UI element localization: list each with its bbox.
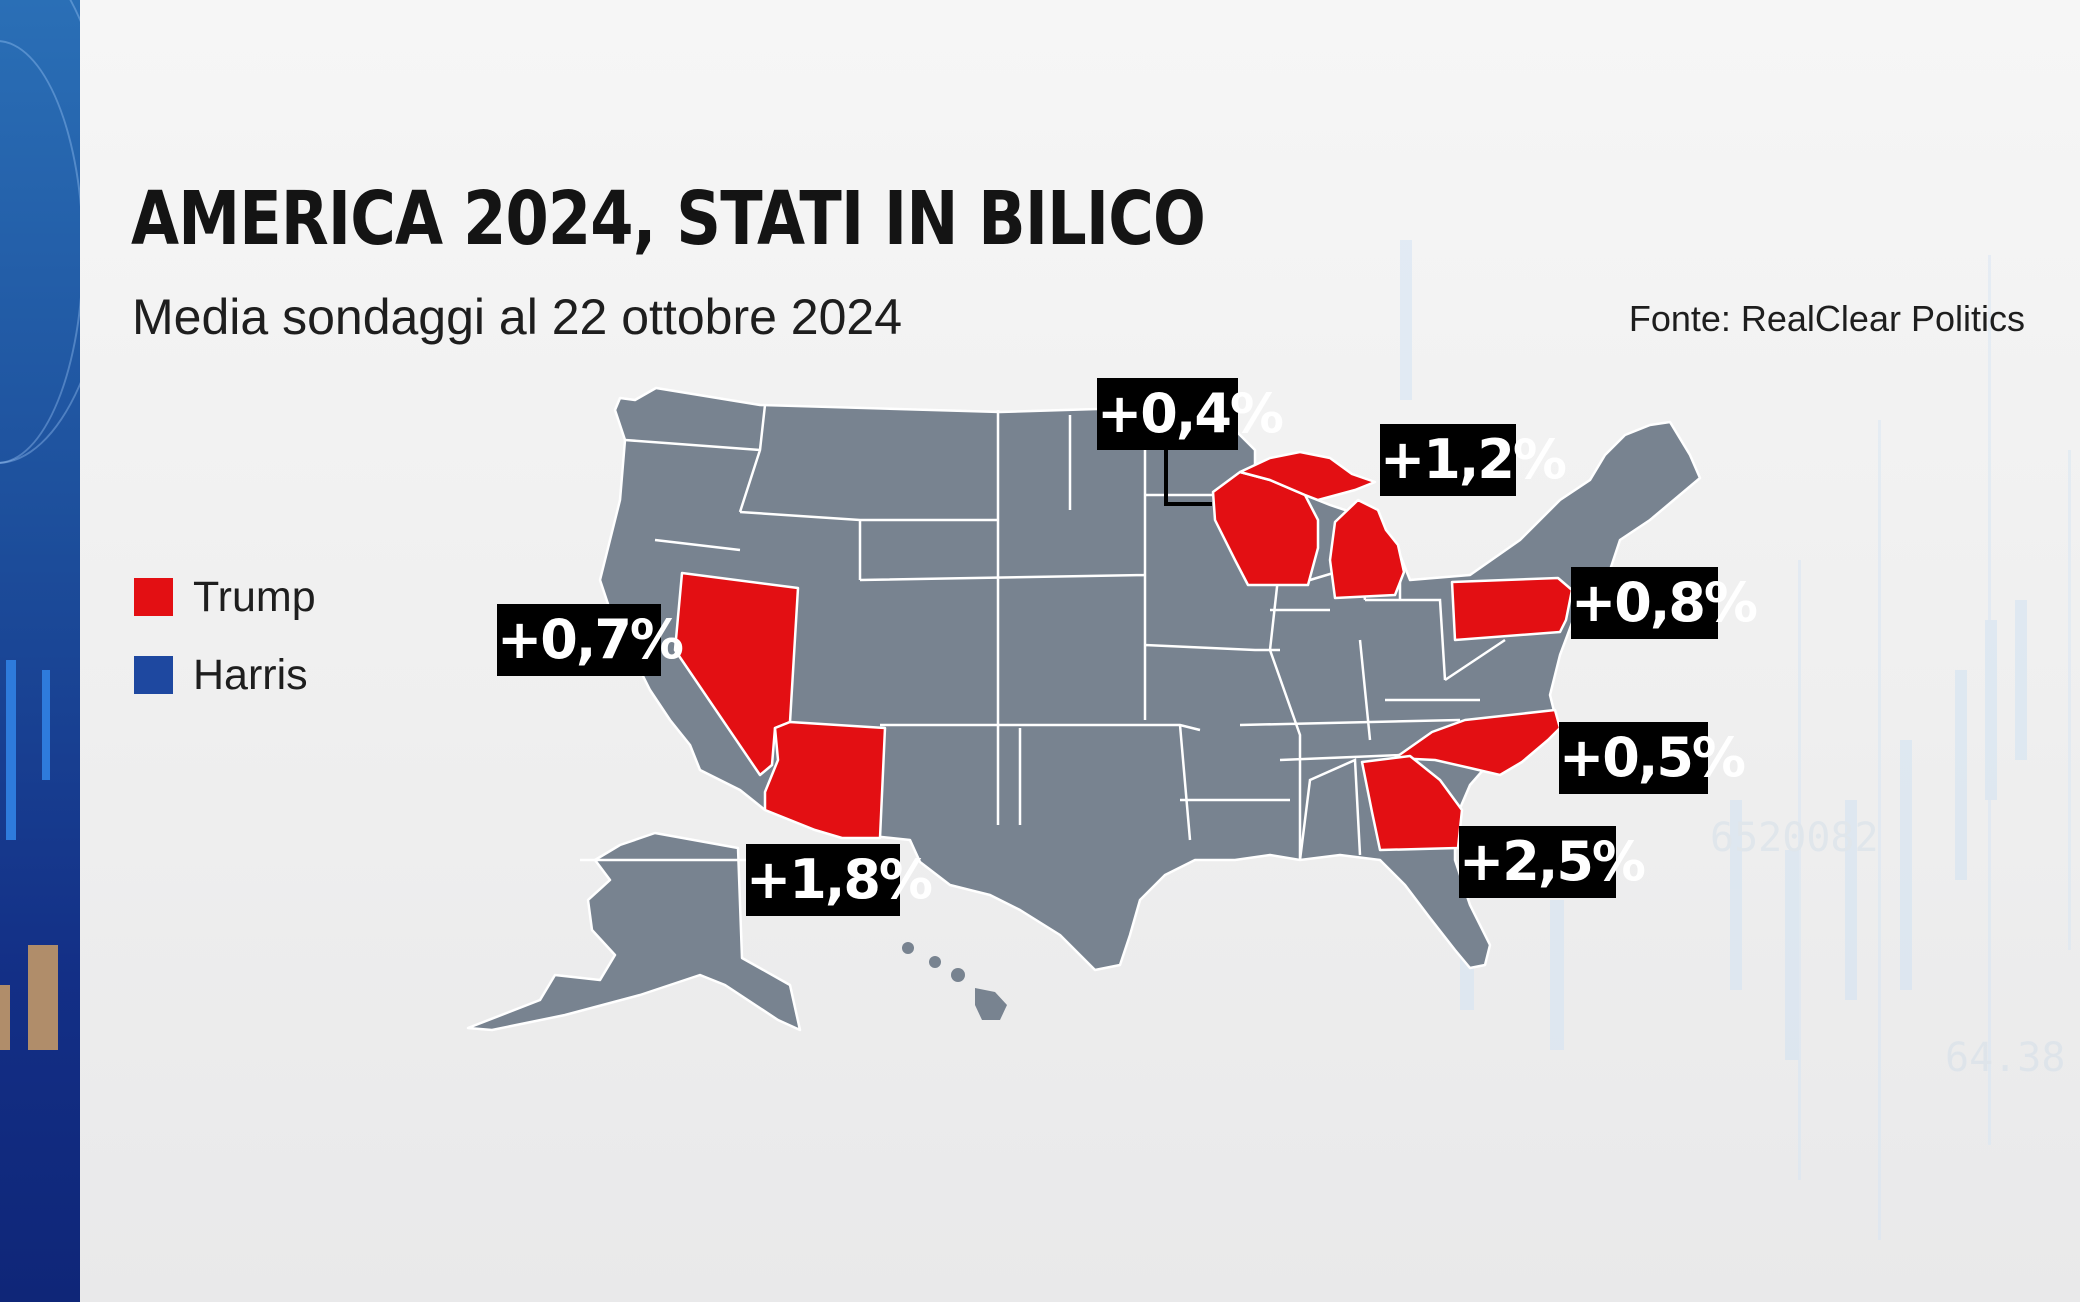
page-subtitle: Media sondaggi al 22 ottobre 2024 <box>132 289 903 345</box>
margin-label-wisconsin: +0,4% <box>1097 378 1284 450</box>
margin-label-pennsylvania: +0,8% <box>1571 567 1758 639</box>
wisconsin-leader-line <box>1164 448 1168 506</box>
nevada-state <box>673 571 800 777</box>
legend-swatch-trump <box>134 578 173 616</box>
margin-label-georgia: +2,5% <box>1459 826 1646 898</box>
source-credit: Fonte: RealClear Politics <box>1628 298 2025 339</box>
hawaii-shape <box>902 942 1007 1020</box>
decorative-chart-background: 6520082 64.38 <box>1400 240 2080 1300</box>
legend: Trump Harris <box>134 573 316 734</box>
margin-label-north-carolina: +0,5% <box>1559 722 1746 794</box>
alaska-shape <box>466 831 802 1032</box>
legend-swatch-harris <box>134 656 173 694</box>
arizona-state <box>763 720 887 840</box>
legend-item-trump: Trump <box>134 573 316 621</box>
legend-label: Trump <box>193 572 316 621</box>
margin-label-nevada: +0,7% <box>497 604 684 676</box>
pennsylvania-state <box>1450 576 1574 642</box>
margin-label-michigan: +1,2% <box>1380 424 1567 496</box>
north-carolina-state <box>1393 708 1562 777</box>
decorative-side-panel <box>0 0 80 1302</box>
margin-label-arizona: +1,8% <box>746 844 933 916</box>
legend-label: Harris <box>193 650 308 699</box>
michigan-lower-state <box>1328 498 1406 600</box>
page-title: AMERICA 2024, STATI IN BILICO <box>131 176 1206 262</box>
wisconsin-leader-line <box>1164 502 1212 506</box>
legend-item-harris: Harris <box>134 651 316 699</box>
swing-states <box>673 450 1574 852</box>
michigan-upper-state <box>1238 450 1377 502</box>
